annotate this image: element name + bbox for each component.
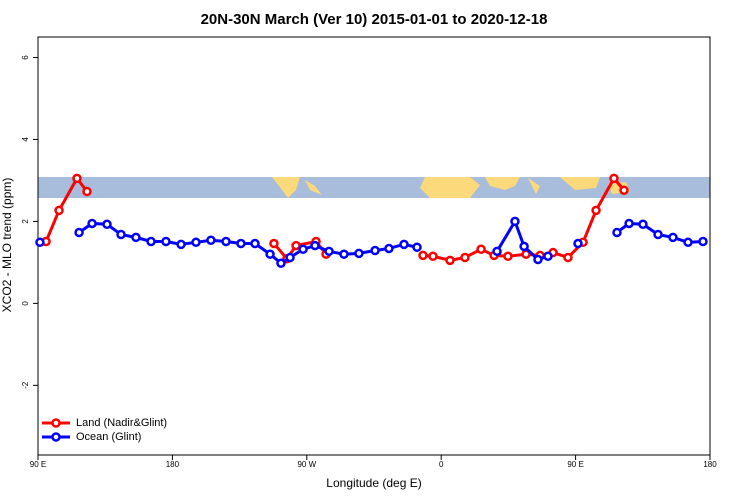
point — [510, 216, 520, 227]
point — [638, 219, 648, 230]
point — [221, 236, 231, 247]
point — [573, 238, 583, 249]
point — [161, 236, 171, 247]
point — [250, 238, 260, 249]
point — [354, 248, 364, 259]
point — [206, 235, 216, 246]
point — [291, 240, 301, 251]
point — [265, 249, 275, 259]
point — [619, 185, 629, 196]
point — [298, 244, 308, 255]
point — [236, 238, 246, 249]
point — [428, 251, 438, 261]
point — [412, 242, 422, 252]
y-tick-label: -2 — [21, 381, 30, 389]
legend-label: Land (Nadir&Glint) — [76, 417, 167, 429]
y-tick-label: 6 — [21, 55, 30, 60]
point — [683, 237, 693, 248]
point — [624, 218, 634, 229]
point — [276, 258, 286, 268]
point — [87, 218, 97, 229]
point — [653, 229, 663, 240]
point — [519, 241, 529, 252]
point — [176, 239, 186, 250]
point — [543, 251, 553, 261]
x-tick-label: 90 W — [297, 460, 316, 469]
point — [563, 252, 573, 263]
point — [591, 205, 601, 216]
point — [460, 252, 470, 263]
point — [191, 237, 201, 248]
point — [445, 255, 455, 266]
point — [418, 250, 428, 261]
x-axis-label: Longitude (deg E) — [326, 476, 421, 490]
point — [54, 205, 64, 216]
point — [269, 238, 279, 249]
x-tick-label: 0 — [439, 460, 444, 469]
point — [102, 219, 112, 230]
y-axis-label: XCO2 - MLO trend (ppm) — [0, 178, 14, 313]
point — [82, 186, 92, 197]
point — [492, 246, 502, 257]
x-tick-label: 90 E — [567, 460, 583, 469]
point — [310, 240, 320, 251]
point — [116, 229, 126, 240]
legend-marker — [51, 418, 61, 428]
legend-marker — [51, 432, 61, 442]
y-tick-label: 2 — [21, 219, 30, 224]
x-tick-label: 180 — [703, 460, 717, 469]
y-tick-label: 4 — [21, 137, 30, 142]
chart-title: 20N-30N March (Ver 10) 2015-01-01 to 202… — [201, 11, 548, 28]
point — [370, 245, 380, 256]
point — [324, 246, 334, 257]
legend-label: Ocean (Glint) — [76, 431, 141, 443]
point — [74, 227, 84, 238]
point — [609, 173, 619, 184]
point — [72, 173, 82, 184]
point — [668, 232, 678, 243]
point — [35, 237, 45, 248]
x-tick-label: 90 E — [30, 460, 46, 469]
point — [339, 249, 349, 259]
point — [384, 243, 394, 254]
point — [698, 236, 708, 247]
point — [399, 239, 409, 250]
point — [285, 252, 295, 263]
series-line — [78, 217, 704, 266]
point — [131, 232, 141, 243]
x-tick-label: 180 — [166, 460, 180, 469]
point — [533, 254, 543, 265]
point — [146, 236, 156, 247]
y-tick-label: 0 — [21, 301, 30, 306]
point — [503, 251, 513, 261]
point — [476, 244, 486, 255]
point — [612, 227, 622, 238]
